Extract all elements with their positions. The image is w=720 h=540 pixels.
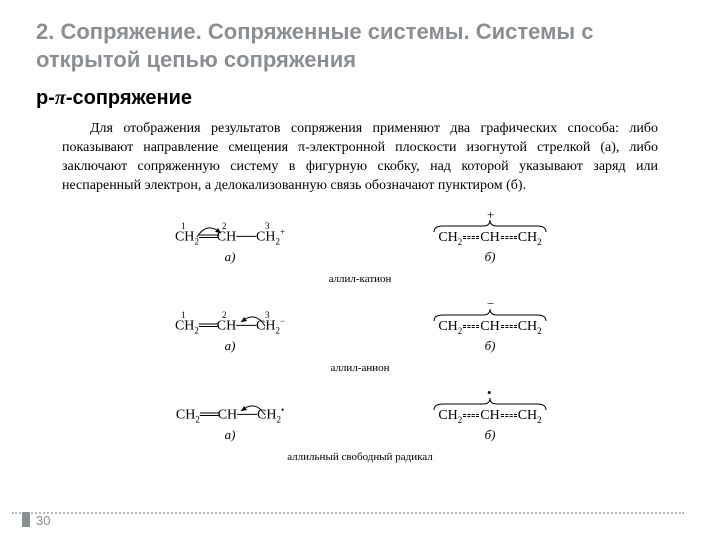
brace-charge: − (487, 296, 494, 312)
row-3a: CH2══CH──CH2• а) (115, 388, 345, 443)
row-2a: 1 2 3 CH2══CH──CH2− а) (115, 299, 345, 354)
charge: + (280, 227, 285, 237)
brace-charge: + (487, 207, 494, 223)
atom: CH (438, 319, 457, 334)
atom: CH (217, 230, 236, 245)
caption: аллил-анион (330, 362, 389, 374)
atom: CH (175, 230, 194, 245)
atom: CH (518, 230, 537, 245)
subtitle-dash: - (48, 87, 55, 109)
formula: CH2CHCH2 (375, 230, 605, 247)
subtitle-pi: π (55, 87, 66, 109)
page-number: 30 (36, 513, 50, 528)
atom: CH (256, 230, 275, 245)
atom: CH (518, 319, 537, 334)
atom: CH (176, 408, 195, 423)
atom: CH (218, 408, 237, 423)
atom: CH (438, 408, 457, 423)
slide-subtitle: р-π-сопряжение (36, 87, 684, 110)
atom: CH (518, 408, 537, 423)
variant-label: а) (225, 338, 236, 354)
caption-row-3: аллильный свободный радикал (115, 451, 605, 469)
radical-dot: • (281, 405, 284, 415)
slide-title: 2. Сопряжение. Сопряженные системы. Сист… (36, 18, 684, 73)
variant-label: б) (485, 427, 496, 443)
atom: CH (480, 408, 499, 423)
atom: CH (480, 319, 499, 334)
formula: CH2CHCH2 (375, 408, 605, 425)
row-2b: − CH2CHCH2 б) (375, 299, 605, 354)
atom: CH (217, 319, 236, 334)
atom: CH (438, 230, 457, 245)
atom: CH (257, 408, 276, 423)
row-1a: 1 2 3 CH2══CH──CH2+ а) (115, 210, 345, 265)
atom: CH (175, 319, 194, 334)
brace-charge: • (487, 385, 492, 401)
charge: − (280, 316, 285, 326)
atom: CH (256, 319, 275, 334)
subtitle-p: р (36, 87, 48, 109)
row-1b: + CH2CHCH2 б) (375, 210, 605, 265)
caption: аллильный свободный радикал (287, 451, 433, 463)
caption: аллил-катион (329, 273, 392, 285)
formula: CH2CHCH2 (375, 319, 605, 336)
formula: CH2══CH──CH2• (115, 405, 345, 424)
variant-label: б) (485, 338, 496, 354)
caption-row-1: аллил-катион (115, 273, 605, 291)
formula: CH2══CH──CH2+ (115, 227, 345, 246)
body-paragraph: Для отображения результатов сопряжения п… (62, 120, 658, 196)
row-3b: • CH2CHCH2 б) (375, 388, 605, 443)
variant-label: б) (485, 249, 496, 265)
footer-rule (12, 512, 684, 514)
caption-row-2: аллил-анион (115, 362, 605, 380)
chem-diagram: 1 2 3 CH2══CH──CH2+ а) + CH2CHCH2 б) алл… (36, 210, 684, 469)
atom: CH (480, 230, 499, 245)
variant-label: а) (225, 249, 236, 265)
formula: CH2══CH──CH2− (115, 316, 345, 335)
subtitle-rest: -сопряжение (66, 87, 192, 109)
variant-label: а) (225, 427, 236, 443)
footer-marker-icon (22, 512, 30, 527)
